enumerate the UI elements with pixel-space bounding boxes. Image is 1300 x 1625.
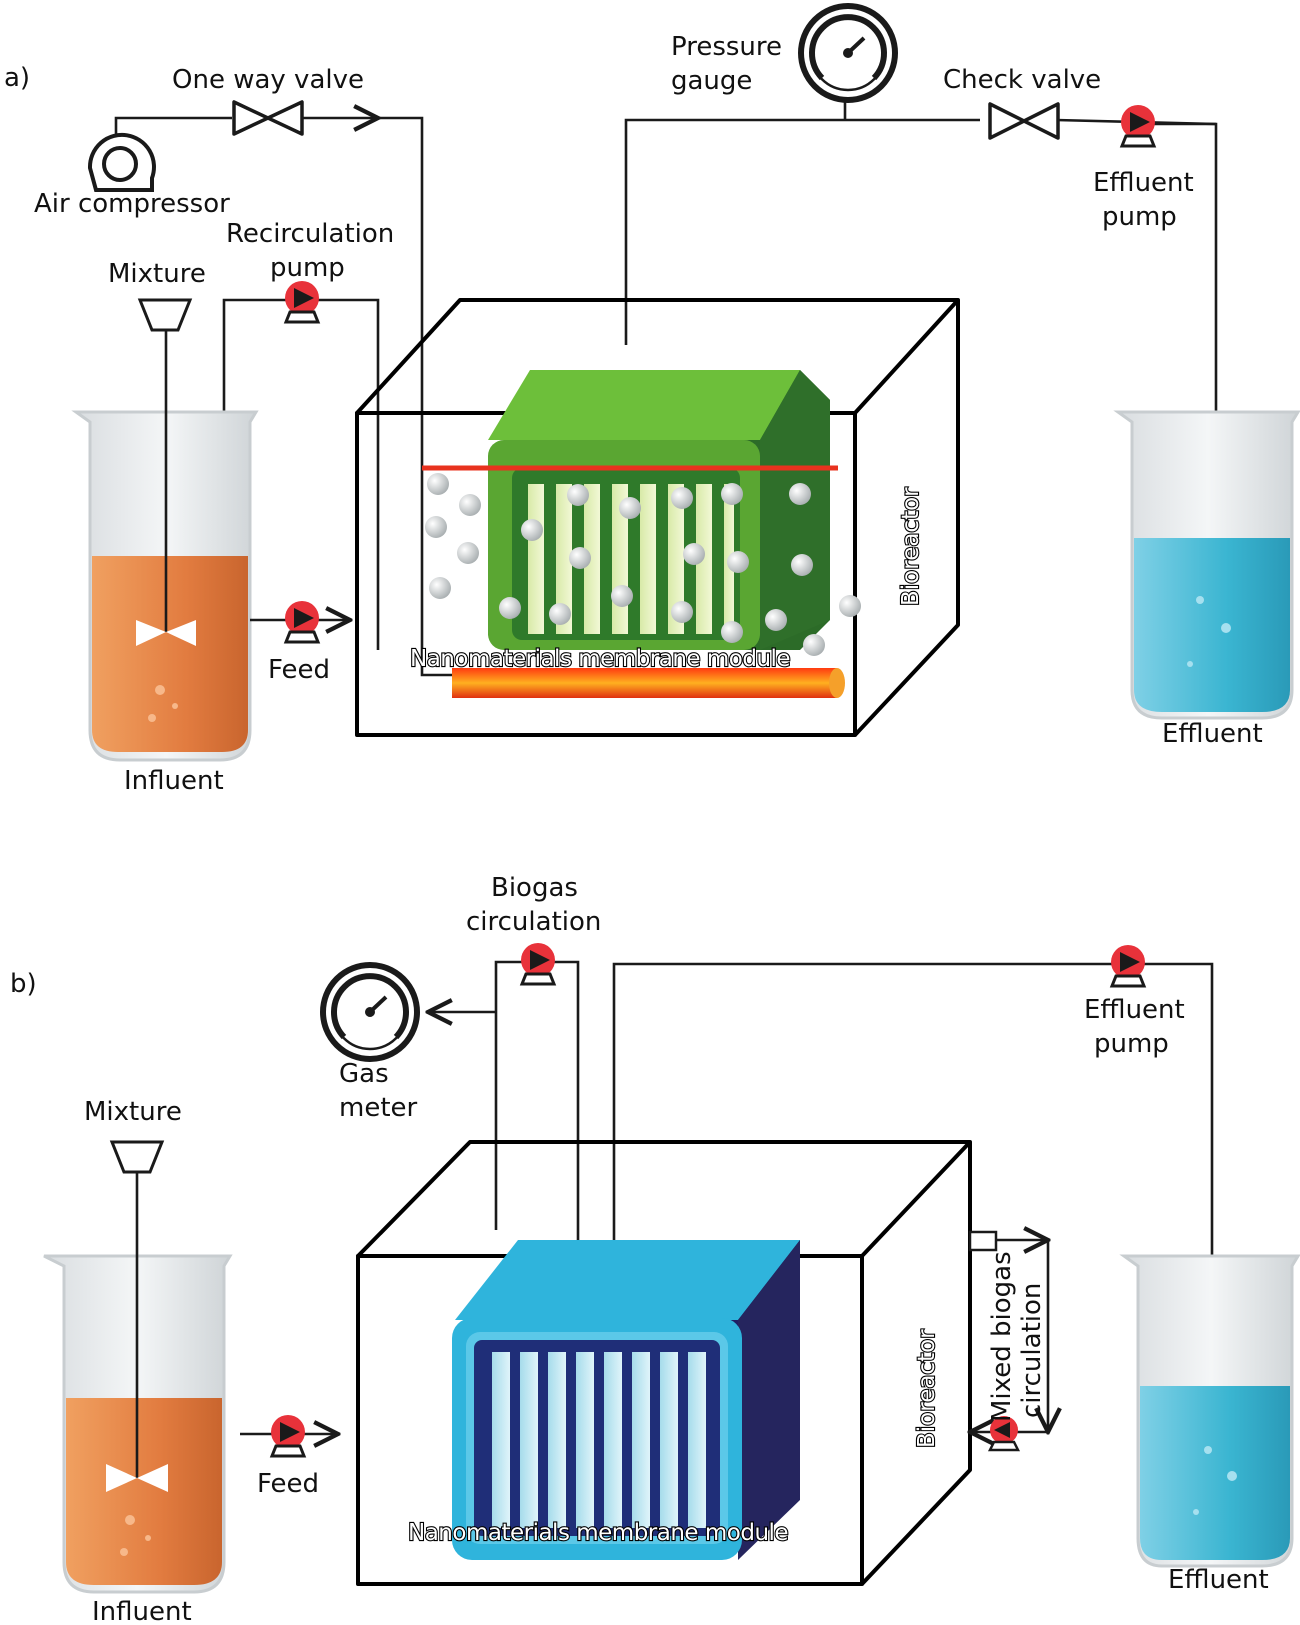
stirrer-icon (136, 620, 196, 646)
effluent-label-b: Effluent (1168, 1565, 1269, 1595)
membrane-module-icon (488, 370, 830, 650)
panel-a: a) One way valve Air compressor Pressure… (4, 3, 1300, 796)
gas-meter-icon (320, 962, 420, 1062)
influent-label: Influent (124, 766, 224, 796)
recirculation-pump-label-2: pump (270, 253, 345, 283)
feed-label-b: Feed (257, 1469, 319, 1499)
feed-pump-icon-b (269, 1415, 307, 1458)
effluent-line-pipe-b (612, 962, 1214, 1405)
effluent-pump-b-label-1: Effluent (1084, 995, 1185, 1025)
membrane-module-icon-b (452, 1240, 800, 1560)
bioreactor-label: Bioreactor (898, 487, 924, 606)
panel-b: b) Biogas circulation Gas meter Effluent (10, 873, 1300, 1625)
pressure-gauge-icon (798, 3, 898, 103)
mixed-biogas-label-1: Mixed biogas (987, 1251, 1017, 1422)
air-compressor-label: Air compressor (34, 189, 230, 219)
check-valve-label: Check valve (943, 65, 1101, 95)
effluent-pump-label-2: pump (1102, 202, 1177, 232)
air-line-down-pipe (378, 116, 452, 677)
effluent-down-pipe (1150, 122, 1218, 540)
pressure-gauge-label-1: Pressure (671, 32, 782, 62)
biogas-loop-pipe (494, 960, 580, 1245)
recirculation-pump-label-1: Recirculation (226, 219, 394, 249)
influent-label-b: Influent (92, 1597, 192, 1625)
one-way-valve-label: One way valve (172, 65, 364, 95)
mixture-label-b: Mixture (84, 1097, 182, 1127)
heater-icon (452, 668, 845, 698)
air-compressor-icon (87, 132, 156, 192)
air-bubbles (425, 473, 861, 656)
stirrer-icon-b (106, 1464, 168, 1492)
mixture-hopper-icon-b (109, 1140, 165, 1174)
effluent-pump-b-label-2: pump (1094, 1029, 1169, 1059)
air-line-pipe (114, 116, 232, 140)
feed-pump-icon (283, 601, 321, 644)
effluent-pump-icon-b (1109, 945, 1147, 988)
mixed-biogas-pump-icon (987, 1416, 1021, 1452)
feed-label: Feed (268, 655, 330, 685)
effluent-pump-label-1: Effluent (1093, 168, 1194, 198)
gas-meter-label-2: meter (339, 1093, 418, 1123)
membrane-module-label: Nanomaterials membrane module (410, 646, 790, 672)
biogas-circulation-label-1: Biogas (491, 873, 578, 903)
check-valve-icon (988, 102, 1060, 140)
mixture-hopper-icon (137, 298, 193, 332)
mixture-label: Mixture (108, 259, 206, 289)
recirculation-pump-icon (283, 281, 321, 324)
panel-b-label: b) (10, 969, 37, 999)
biogas-pump-icon (519, 943, 557, 986)
gas-meter-label-1: Gas (339, 1059, 389, 1089)
mixed-biogas-label-2: circulation (1017, 1283, 1047, 1418)
gas-port-icon (968, 1230, 998, 1252)
effluent-beaker-icon-b (1119, 1254, 1300, 1568)
bioreactor-label-b: Bioreactor (914, 1329, 940, 1448)
panel-a-label: a) (4, 63, 30, 93)
pressure-gauge-label-2: gauge (671, 66, 752, 96)
membrane-fibers-b (492, 1352, 706, 1528)
effluent-beaker-icon (1113, 410, 1300, 720)
outlet-line-pipe (624, 118, 980, 345)
effluent-label: Effluent (1162, 719, 1263, 749)
membrane-module-label-b: Nanomaterials membrane module (408, 1520, 788, 1546)
biogas-circulation-label-2: circulation (466, 907, 601, 937)
effluent-pump-icon (1119, 105, 1157, 148)
one-way-valve-icon (232, 100, 304, 136)
